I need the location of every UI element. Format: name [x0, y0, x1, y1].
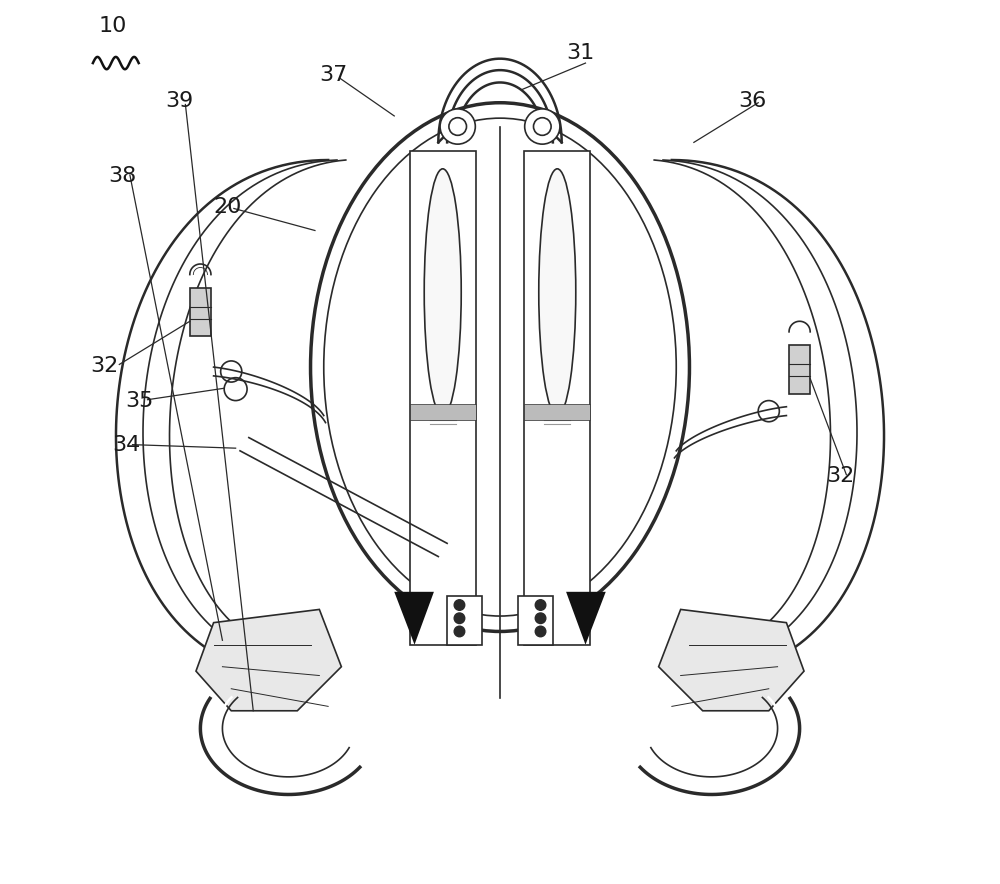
- Circle shape: [454, 613, 465, 623]
- Text: 38: 38: [108, 166, 136, 186]
- Ellipse shape: [424, 169, 461, 415]
- Circle shape: [525, 109, 560, 144]
- Text: 20: 20: [214, 197, 242, 217]
- Circle shape: [535, 599, 546, 610]
- Circle shape: [535, 613, 546, 623]
- Polygon shape: [410, 151, 476, 644]
- Polygon shape: [394, 591, 434, 644]
- Text: 34: 34: [112, 435, 141, 454]
- Polygon shape: [659, 609, 804, 711]
- Polygon shape: [518, 596, 553, 644]
- Text: 36: 36: [738, 91, 766, 111]
- Circle shape: [449, 118, 467, 135]
- Ellipse shape: [539, 169, 576, 415]
- Polygon shape: [410, 404, 476, 420]
- Circle shape: [533, 118, 551, 135]
- Text: 39: 39: [165, 91, 193, 111]
- Text: 32: 32: [90, 355, 118, 376]
- Polygon shape: [190, 288, 211, 336]
- Polygon shape: [524, 151, 590, 644]
- Polygon shape: [789, 345, 810, 393]
- Polygon shape: [524, 404, 590, 420]
- Circle shape: [535, 626, 546, 636]
- Circle shape: [440, 109, 475, 144]
- Circle shape: [454, 599, 465, 610]
- Text: 35: 35: [125, 391, 154, 411]
- Polygon shape: [566, 591, 606, 644]
- Text: 32: 32: [826, 466, 854, 485]
- Polygon shape: [447, 596, 482, 644]
- Polygon shape: [196, 609, 341, 711]
- Text: 37: 37: [319, 65, 348, 85]
- Text: 10: 10: [99, 16, 127, 36]
- Text: 31: 31: [566, 42, 594, 63]
- Circle shape: [454, 626, 465, 636]
- Ellipse shape: [311, 103, 689, 631]
